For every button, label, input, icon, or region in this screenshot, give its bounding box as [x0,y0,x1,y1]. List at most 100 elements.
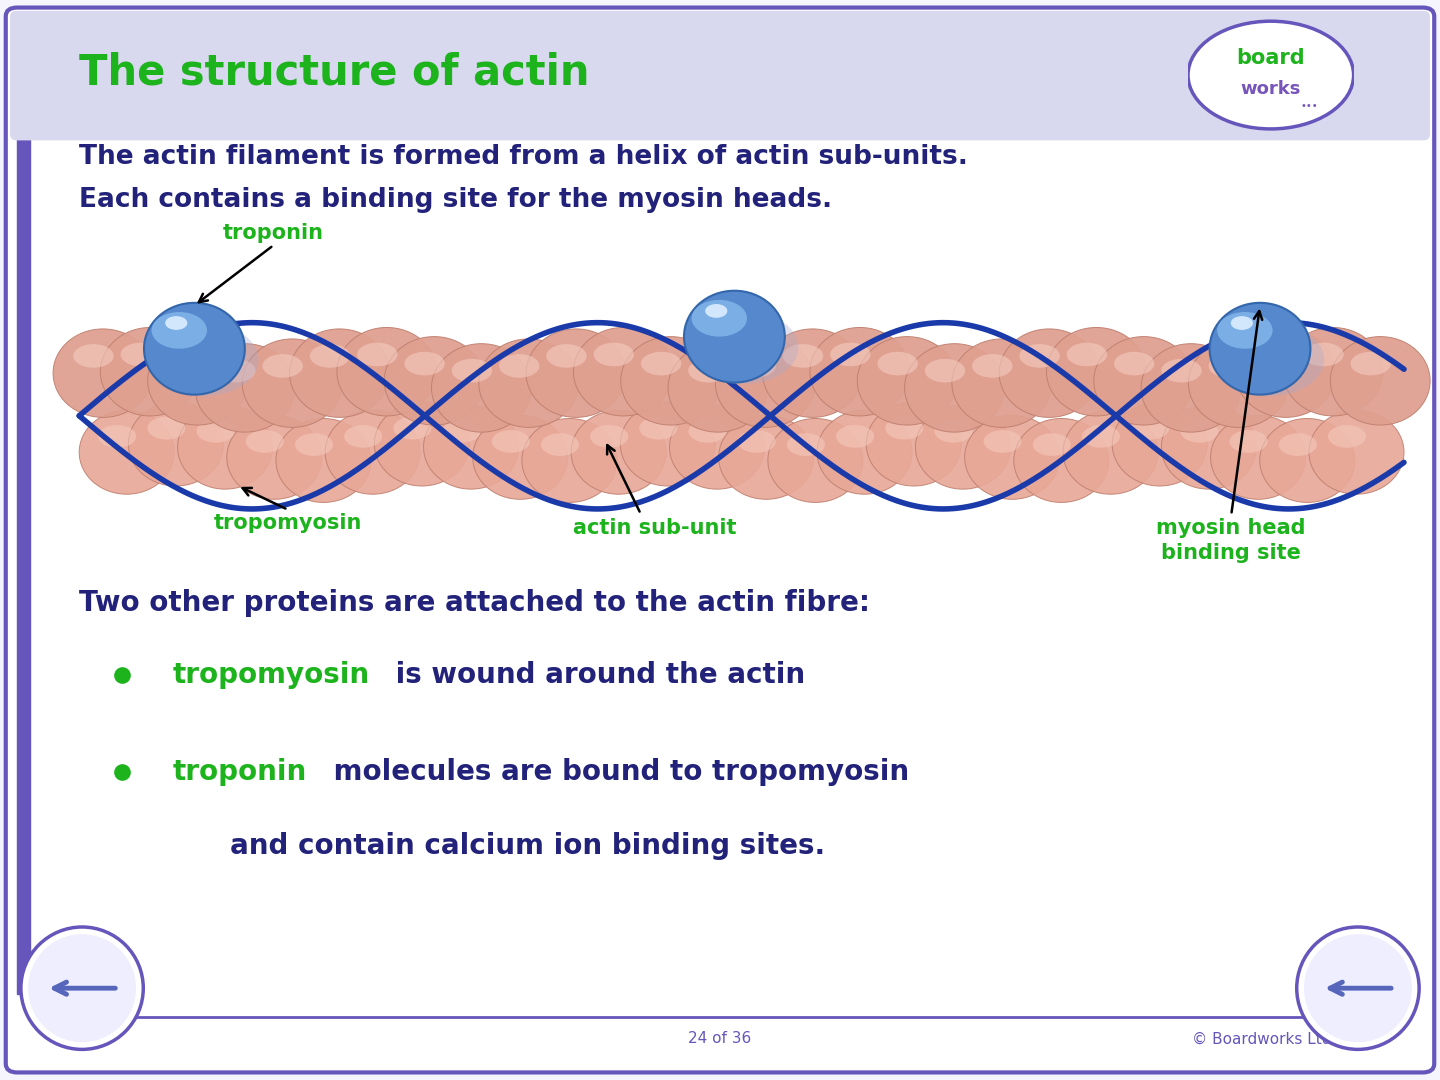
Ellipse shape [1014,419,1109,502]
Ellipse shape [737,430,776,453]
Text: © Boardworks Ltd 2009: © Boardworks Ltd 2009 [1192,1031,1375,1047]
Ellipse shape [593,342,634,366]
Ellipse shape [148,323,259,396]
Ellipse shape [572,410,667,495]
Ellipse shape [1081,426,1120,448]
Ellipse shape [590,426,628,448]
Ellipse shape [1260,419,1355,502]
Ellipse shape [573,327,674,416]
Ellipse shape [215,359,255,382]
FancyBboxPatch shape [10,11,1430,140]
Text: troponin: troponin [173,758,307,786]
Ellipse shape [1256,345,1296,367]
Ellipse shape [144,302,245,394]
Ellipse shape [768,419,863,502]
Ellipse shape [867,402,962,486]
Ellipse shape [904,343,1004,432]
Text: and contain calcium ion binding sites.: and contain calcium ion binding sites. [230,832,825,860]
Ellipse shape [688,311,798,384]
Ellipse shape [121,342,161,366]
Ellipse shape [357,342,397,366]
Ellipse shape [1210,302,1310,394]
Ellipse shape [541,433,579,456]
Ellipse shape [965,416,1060,499]
Ellipse shape [1162,405,1257,489]
Ellipse shape [480,339,579,428]
Ellipse shape [1032,433,1071,456]
Ellipse shape [289,329,389,417]
Ellipse shape [1067,342,1107,366]
Text: myosin head
binding site: myosin head binding site [1156,518,1306,563]
FancyArrowPatch shape [1331,982,1391,995]
Ellipse shape [706,305,727,318]
Ellipse shape [783,345,824,367]
Text: tropomyosin: tropomyosin [213,513,363,534]
Ellipse shape [1188,339,1289,428]
Ellipse shape [1211,416,1306,499]
Ellipse shape [924,359,965,382]
Ellipse shape [935,420,972,443]
Ellipse shape [857,337,958,426]
Ellipse shape [1063,410,1158,495]
Ellipse shape [1132,417,1169,440]
Ellipse shape [1279,433,1316,456]
Ellipse shape [763,329,863,417]
Ellipse shape [886,417,923,440]
Ellipse shape [168,352,209,376]
Ellipse shape [1047,327,1146,416]
Ellipse shape [688,359,729,382]
Ellipse shape [452,359,492,382]
Ellipse shape [716,339,815,428]
Ellipse shape [1115,352,1155,376]
FancyArrowPatch shape [55,982,115,995]
Ellipse shape [1212,323,1325,396]
Ellipse shape [1140,343,1241,432]
Ellipse shape [29,934,135,1042]
Ellipse shape [325,410,420,495]
Ellipse shape [151,312,207,349]
Ellipse shape [148,337,248,426]
Text: 24 of 36: 24 of 36 [688,1031,752,1047]
Text: molecules are bound to tropomyosin: molecules are bound to tropomyosin [324,758,909,786]
Ellipse shape [952,339,1051,428]
Text: tropomyosin: tropomyosin [173,661,370,689]
Ellipse shape [20,927,144,1050]
Ellipse shape [384,337,484,426]
Ellipse shape [194,343,295,432]
Ellipse shape [1230,430,1267,453]
Text: Each contains a binding site for the myosin heads.: Each contains a binding site for the myo… [79,187,832,213]
Ellipse shape [831,342,871,366]
Ellipse shape [166,316,187,329]
Ellipse shape [1296,927,1418,1050]
Ellipse shape [668,343,768,432]
Text: actin sub-unit: actin sub-unit [573,518,737,539]
Ellipse shape [73,345,114,367]
Ellipse shape [999,329,1099,417]
Ellipse shape [276,419,372,502]
Ellipse shape [526,329,626,417]
Ellipse shape [405,352,445,376]
Ellipse shape [432,343,531,432]
Ellipse shape [809,327,910,416]
Ellipse shape [101,327,200,416]
Ellipse shape [1351,352,1391,376]
Text: is wound around the actin: is wound around the actin [386,661,805,689]
Ellipse shape [1094,337,1194,426]
Ellipse shape [1231,316,1253,329]
Text: board: board [1237,48,1305,68]
Text: Two other proteins are attached to the actin fibre:: Two other proteins are attached to the a… [79,589,870,617]
Ellipse shape [1020,345,1060,367]
Ellipse shape [837,426,874,448]
Ellipse shape [1161,359,1202,382]
Text: The structure of actin: The structure of actin [79,52,590,93]
Ellipse shape [1181,420,1218,443]
Ellipse shape [719,416,814,499]
Ellipse shape [1217,312,1273,349]
Ellipse shape [423,405,518,489]
Ellipse shape [53,329,153,417]
Ellipse shape [393,417,432,440]
Ellipse shape [984,430,1021,453]
Ellipse shape [546,345,586,367]
Ellipse shape [246,430,284,453]
Ellipse shape [337,327,436,416]
